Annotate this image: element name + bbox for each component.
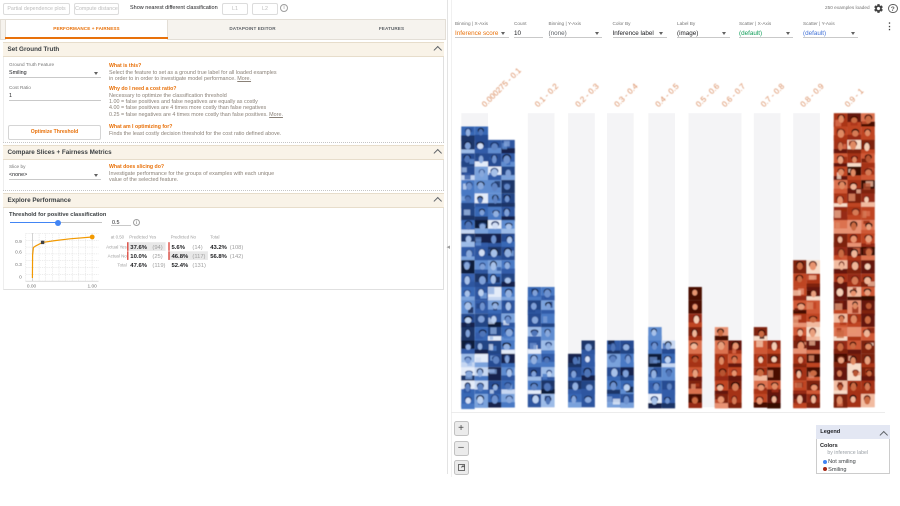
svg-text:0.9: 0.9	[15, 239, 22, 245]
svg-text:1.00: 1.00	[88, 284, 98, 290]
svg-text:0.7 - 0.8: 0.7 - 0.8	[759, 81, 787, 109]
svg-text:Total: Total	[117, 263, 126, 268]
svg-text:0.6: 0.6	[15, 249, 22, 255]
svg-text:(94): (94)	[152, 245, 162, 251]
svg-text:56.8%: 56.8%	[210, 254, 227, 260]
svg-text:0.4 - 0.5: 0.4 - 0.5	[654, 81, 682, 109]
svg-text:46.8%: 46.8%	[172, 254, 189, 260]
svg-text:Actual No: Actual No	[108, 254, 128, 259]
svg-text:Predicted No: Predicted No	[171, 235, 197, 240]
svg-text:0.9 - 1: 0.9 - 1	[843, 86, 866, 109]
svg-text:0.1 - 0.2: 0.1 - 0.2	[533, 81, 561, 109]
svg-text:0.6 - 0.7: 0.6 - 0.7	[720, 81, 748, 109]
svg-text:(108): (108)	[230, 245, 244, 251]
svg-text:(25): (25)	[152, 254, 162, 260]
svg-text:at 0.50: at 0.50	[111, 235, 125, 240]
svg-text:0.000275 - 0.1: 0.000275 - 0.1	[480, 66, 523, 109]
svg-text:(117): (117)	[192, 254, 205, 260]
svg-text:37.6%: 37.6%	[130, 245, 147, 251]
svg-text:Predicted Yes: Predicted Yes	[129, 235, 157, 240]
svg-text:(119): (119)	[152, 263, 165, 269]
svg-text:52.4%: 52.4%	[172, 263, 189, 269]
svg-text:(142): (142)	[230, 254, 244, 260]
svg-text:0.2 - 0.3: 0.2 - 0.3	[574, 81, 602, 109]
svg-text:0.8 - 0.9: 0.8 - 0.9	[799, 81, 827, 109]
svg-text:0.00: 0.00	[27, 284, 37, 290]
svg-text:10.0%: 10.0%	[130, 254, 147, 260]
svg-text:0: 0	[19, 275, 22, 281]
svg-text:0.3: 0.3	[15, 262, 22, 268]
svg-text:47.6%: 47.6%	[130, 263, 147, 269]
svg-text:(14): (14)	[192, 245, 202, 251]
svg-text:Actual Yes: Actual Yes	[106, 245, 127, 250]
svg-text:5.6%: 5.6%	[172, 245, 186, 251]
svg-text:0.5 - 0.6: 0.5 - 0.6	[694, 81, 722, 109]
svg-text:43.2%: 43.2%	[210, 245, 227, 251]
svg-text:Total: Total	[210, 235, 219, 240]
svg-text:0.3 - 0.4: 0.3 - 0.4	[613, 81, 641, 109]
svg-text:(131): (131)	[192, 263, 206, 269]
